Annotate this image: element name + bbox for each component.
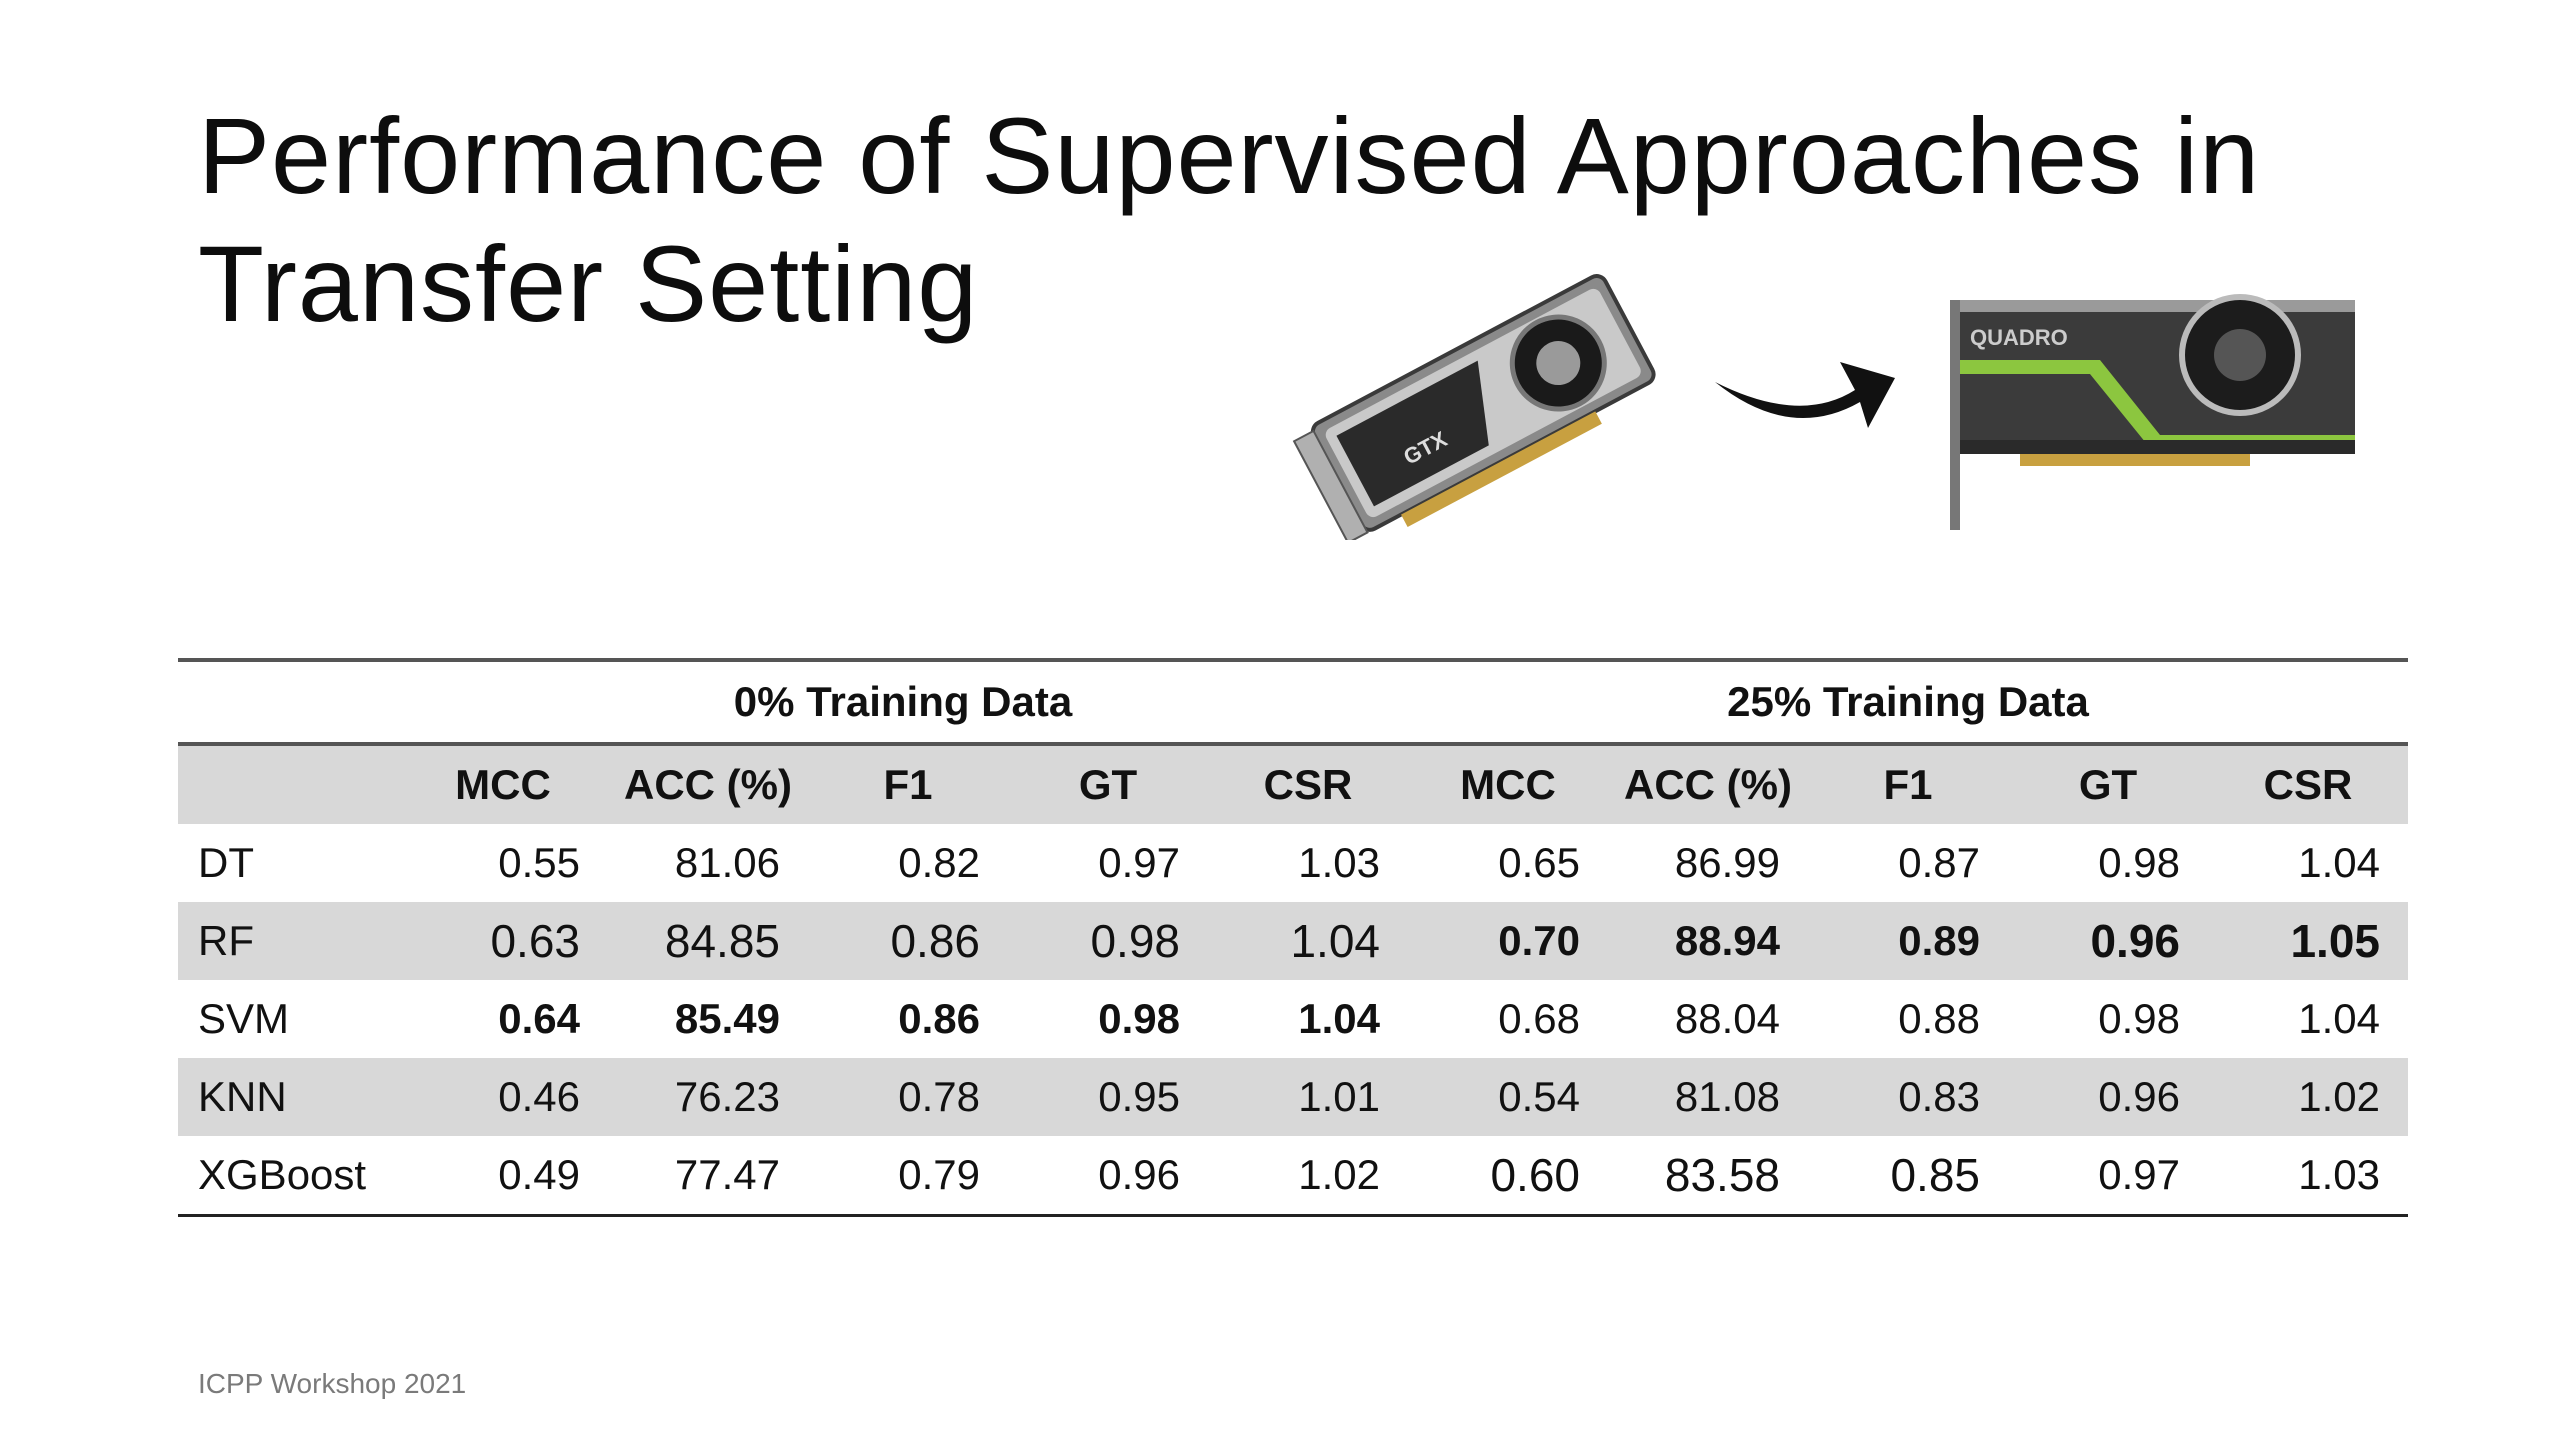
column-header-model (178, 744, 398, 824)
column-header: GT (2078, 761, 2138, 808)
table-group-header-row: 0% Training Data 25% Training Data (178, 660, 2408, 746)
metric-cell: 0.98 (1098, 995, 1180, 1042)
metric-cell: 0.97 (1098, 839, 1180, 886)
metric-cell: 0.70 (1498, 917, 1580, 964)
metric-cell: 0.98 (1090, 915, 1180, 967)
metric-cell: 0.83 (1898, 1073, 1980, 1120)
metric-cell: 0.82 (898, 839, 980, 886)
metric-cell: 0.96 (2098, 1073, 2180, 1120)
group-header-0pct: 0% Training Data (398, 660, 1408, 746)
metric-cell: 0.78 (898, 1073, 980, 1120)
metric-cell: 0.98 (2098, 995, 2180, 1042)
target-gpu-label: QUADRO (1970, 325, 2068, 350)
metric-cell: 0.65 (1498, 839, 1580, 886)
table-body: DT 0.55 81.06 0.82 0.97 1.03 0.65 86.99 0.87 0.98… (178, 824, 2408, 1216)
metric-cell: 1.04 (1298, 995, 1380, 1042)
model-name-cell: RF (198, 917, 254, 964)
column-header: F1 (883, 761, 933, 808)
metric-cell: 0.95 (1098, 1073, 1180, 1120)
column-header: MCC (1460, 761, 1556, 808)
model-name-cell: SVM (198, 995, 290, 1042)
metric-cell: 0.49 (498, 1151, 580, 1198)
results-table: 0% Training Data 25% Training Data MCC A… (178, 658, 2408, 1217)
metric-cell: 0.60 (1490, 1149, 1580, 1201)
metric-cell: 86.99 (1674, 839, 1780, 886)
model-name-cell: KNN (198, 1073, 287, 1120)
column-header: ACC (%) (624, 761, 792, 808)
gpu-transfer-illustration: GTX QUADRO (1280, 250, 2360, 540)
source-gpu-image: GTX (1292, 274, 1656, 540)
metric-cell: 1.04 (2298, 839, 2380, 886)
table-column-header-row: MCC ACC (%) F1 GT CSR MCC ACC (%) F1 GT … (178, 744, 2408, 824)
metric-cell: 85.49 (674, 995, 780, 1042)
group-header-25pct: 25% Training Data (1408, 660, 2408, 746)
metric-cell: 0.64 (498, 995, 580, 1042)
metric-cell: 0.86 (898, 995, 980, 1042)
metric-cell: 1.02 (1298, 1151, 1380, 1198)
metric-cell: 0.98 (2098, 839, 2180, 886)
metric-cell: 81.06 (674, 839, 780, 886)
metric-cell: 77.47 (674, 1151, 780, 1198)
metric-cell: 84.85 (664, 915, 780, 967)
metric-cell: 0.86 (890, 915, 980, 967)
metric-cell: 0.97 (2098, 1151, 2180, 1198)
slide-footer: ICPP Workshop 2021 (198, 1368, 467, 1399)
metric-cell: 0.96 (2090, 915, 2180, 967)
metric-cell: 83.58 (1664, 1149, 1780, 1201)
column-header: ACC (%) (1624, 761, 1792, 808)
curved-arrow-right-icon (1715, 362, 1895, 428)
table-row: XGBoost 0.49 77.47 0.79 0.96 1.02 0.60 83.58 0.8… (178, 1136, 2408, 1216)
metric-cell: 0.96 (1098, 1151, 1180, 1198)
gpu-transfer-svg: GTX QUADRO (1292, 274, 2355, 540)
metric-cell: 76.23 (674, 1073, 780, 1120)
metric-cell: 0.46 (498, 1073, 580, 1120)
metric-cell: 0.87 (1898, 839, 1980, 886)
metric-cell: 0.85 (1890, 1149, 1980, 1201)
metric-cell: 0.55 (498, 839, 580, 886)
column-header: CSR (2263, 761, 2353, 808)
metric-cell: 0.88 (1898, 995, 1980, 1042)
metric-cell: 1.05 (2290, 915, 2380, 967)
metric-cell: 0.63 (490, 915, 580, 967)
column-header: CSR (1263, 761, 1353, 808)
slide-title: Performance of Supervised Approaches in … (198, 95, 2261, 344)
table-row: DT 0.55 81.06 0.82 0.97 1.03 0.65 86.99 0.87 0.98… (178, 824, 2408, 902)
column-header: F1 (1883, 761, 1933, 808)
metric-cell: 88.94 (1674, 917, 1780, 964)
metric-cell: 0.68 (1498, 995, 1580, 1042)
metric-cell: 0.79 (898, 1151, 980, 1198)
metric-cell: 1.03 (2298, 1151, 2380, 1198)
metric-cell: 81.08 (1674, 1073, 1780, 1120)
metric-cell: 1.03 (1298, 839, 1380, 886)
table-corner-cell (178, 660, 398, 746)
metric-cell: 1.04 (2298, 995, 2380, 1042)
table-row: KNN 0.46 76.23 0.78 0.95 1.01 0.54 81.08 0.83 0.9… (178, 1058, 2408, 1136)
model-name-cell: XGBoost (198, 1151, 367, 1198)
column-header: GT (1078, 761, 1138, 808)
table-row: RF 0.63 84.85 0.86 0.98 1.04 0.70 88.94 0.89 0.96… (178, 902, 2408, 980)
column-header: MCC (455, 761, 551, 808)
metric-cell: 1.02 (2298, 1073, 2380, 1120)
metric-cell: 1.04 (1290, 915, 1380, 967)
metric-cell: 1.01 (1298, 1073, 1380, 1120)
model-name-cell: DT (198, 839, 254, 886)
metric-cell: 0.89 (1898, 917, 1980, 964)
table-row: SVM 0.64 85.49 0.86 0.98 1.04 0.68 88.04 0.88 0.9… (178, 980, 2408, 1058)
metric-cell: 0.54 (1498, 1073, 1580, 1120)
metric-cell: 88.04 (1674, 995, 1780, 1042)
target-gpu-image: QUADRO (1950, 294, 2355, 530)
